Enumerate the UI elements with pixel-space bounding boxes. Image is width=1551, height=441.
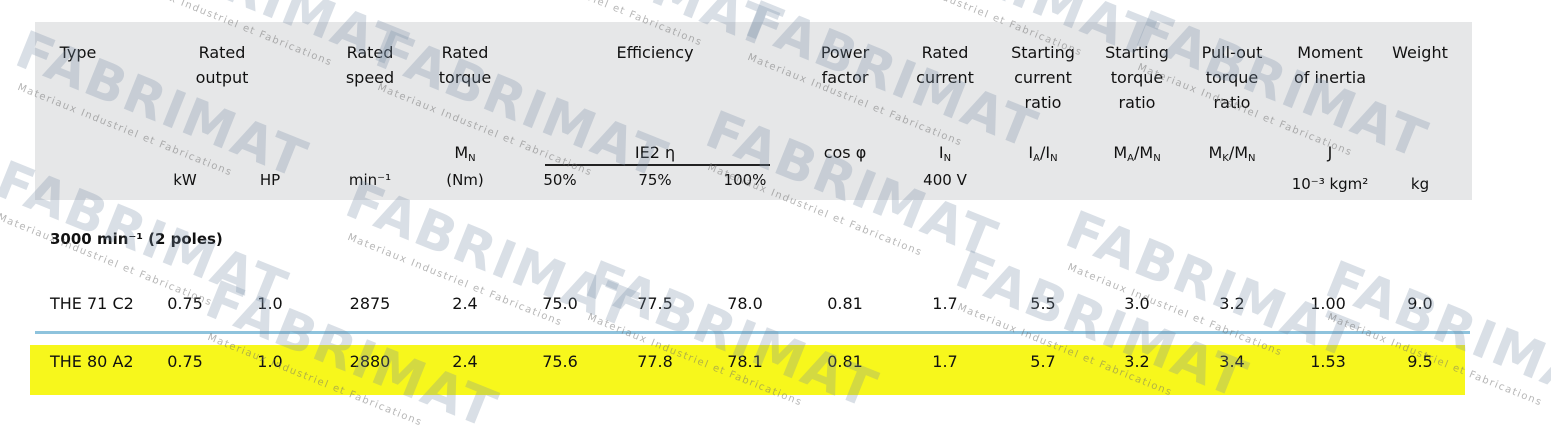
symbol-text: J xyxy=(1327,143,1333,162)
table-cell: 5.7 xyxy=(1030,352,1056,371)
table-cell: 3.2 xyxy=(1124,352,1150,371)
row-type: THE 71 C2 xyxy=(50,294,134,313)
watermark-logo: FABRIMAT xyxy=(1317,250,1551,422)
column-unit: min⁻¹ xyxy=(348,171,392,189)
column-unit: (Nm) xyxy=(446,171,484,189)
column-header: Efficiency xyxy=(616,43,694,62)
symbol-subscript: N xyxy=(468,153,476,164)
symbol-text: /M xyxy=(1133,143,1154,162)
symbol-text: M xyxy=(1113,143,1128,162)
column-symbol: IA/IN xyxy=(1028,140,1057,171)
table-cell: 2.4 xyxy=(452,352,478,371)
table-cell: 5.5 xyxy=(1030,294,1056,313)
symbol-subscript: N xyxy=(943,153,952,164)
column-symbol: IE2 η xyxy=(635,140,675,165)
symbol-text: cos φ xyxy=(823,143,867,162)
column-unit: 75% xyxy=(638,171,672,189)
table-cell: 9.0 xyxy=(1407,294,1433,313)
table-cell: 0.81 xyxy=(827,352,863,371)
column-header: Rated current xyxy=(916,43,974,87)
column-header: Starting current ratio xyxy=(1011,43,1075,112)
table-cell: 2880 xyxy=(349,352,391,371)
table-cell: 3.4 xyxy=(1219,352,1245,371)
table-cell: 2875 xyxy=(349,294,391,313)
column-unit: kg xyxy=(1410,175,1430,193)
table-cell: 1.7 xyxy=(932,352,958,371)
table-cell: 1.53 xyxy=(1310,352,1346,371)
column-header: Rated speed xyxy=(345,43,395,87)
row-highlight xyxy=(30,345,1465,395)
column-unit: 400 V xyxy=(923,171,967,189)
column-header: Rated output xyxy=(195,43,249,87)
column-symbol: MK/MN xyxy=(1208,140,1255,171)
table-cell: 78.0 xyxy=(727,294,763,313)
symbol-subscript: N xyxy=(1153,153,1161,164)
column-unit: 10⁻³ kgm² xyxy=(1291,175,1369,193)
table-cell: 78.1 xyxy=(727,352,763,371)
watermark-tagline: Materiaux Industriel et Fabrications xyxy=(345,232,565,329)
column-symbol: MA/MN xyxy=(1113,140,1160,171)
symbol-subscript: K xyxy=(1222,153,1229,164)
column-symbol: MN xyxy=(454,140,475,171)
watermark-logo: FABRIMAT xyxy=(577,250,886,422)
table-cell: 77.5 xyxy=(637,294,673,313)
column-header: Pull-out torque ratio xyxy=(1201,43,1263,112)
table-cell: 1.0 xyxy=(257,352,283,371)
symbol-text: /M xyxy=(1228,143,1249,162)
symbol-subscript: N xyxy=(1050,153,1058,164)
table-cell: 1.00 xyxy=(1310,294,1346,313)
column-symbol: J xyxy=(1328,140,1333,165)
symbol-text: /I xyxy=(1039,143,1051,162)
symbol-subscript: A xyxy=(1033,153,1040,164)
column-header: Weight xyxy=(1392,43,1448,62)
header-band xyxy=(35,22,1472,200)
table-cell: 0.81 xyxy=(827,294,863,313)
symbol-text: M xyxy=(454,143,469,162)
table-cell: 2.4 xyxy=(452,294,478,313)
table-cell: 3.0 xyxy=(1124,294,1150,313)
row-divider xyxy=(35,331,1470,334)
column-unit: 50% xyxy=(543,171,577,189)
symbol-text: I xyxy=(1028,143,1034,162)
row-type: THE 80 A2 xyxy=(50,352,134,371)
table-cell: 1.7 xyxy=(932,294,958,313)
column-unit: kW xyxy=(173,171,197,189)
table-cell: 9.5 xyxy=(1407,352,1433,371)
column-header: Moment of inertia xyxy=(1293,43,1367,87)
column-header: Type xyxy=(59,43,97,62)
table-cell: 0.75 xyxy=(167,294,203,313)
column-unit: HP xyxy=(259,171,281,189)
table-cell: 0.75 xyxy=(167,352,203,371)
table-cell: 3.2 xyxy=(1219,294,1245,313)
symbol-text: IE2 η xyxy=(634,143,676,162)
table-cell: 75.0 xyxy=(542,294,578,313)
symbol-subscript: N xyxy=(1248,153,1256,164)
symbol-text: I xyxy=(938,143,944,162)
table-cell: 1.0 xyxy=(257,294,283,313)
symbol-subscript: A xyxy=(1127,153,1134,164)
table-cell: 77.8 xyxy=(637,352,673,371)
column-unit: 100% xyxy=(723,171,767,189)
section-title: 3000 min⁻¹ (2 poles) xyxy=(50,230,223,248)
column-symbol: IN xyxy=(939,140,951,171)
column-header: Starting torque ratio xyxy=(1105,43,1169,112)
column-symbol: cos φ xyxy=(824,140,867,165)
symbol-text: M xyxy=(1208,143,1223,162)
column-header: Rated torque xyxy=(438,43,492,87)
table-cell: 75.6 xyxy=(542,352,578,371)
efficiency-rule xyxy=(545,164,770,166)
column-header: Power factor xyxy=(820,43,870,87)
